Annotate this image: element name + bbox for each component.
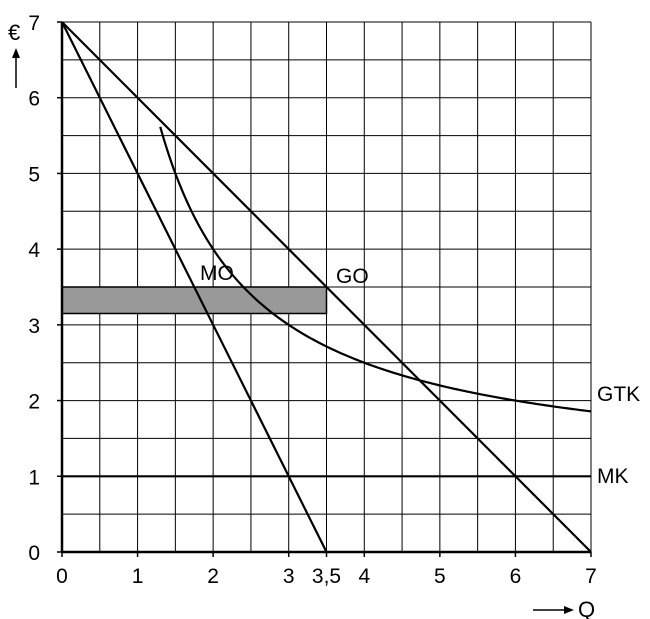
x-tick-label: 0 bbox=[56, 565, 68, 588]
y-tick-labels: 0 1 2 3 4 5 6 7 bbox=[28, 12, 40, 565]
x-axis-label: Q bbox=[578, 597, 595, 619]
y-tick-label: 3 bbox=[28, 315, 40, 338]
series-gtk-line bbox=[159, 126, 592, 413]
y-tick-label: 5 bbox=[28, 163, 40, 186]
y-tick-label: 1 bbox=[28, 466, 40, 489]
gtk-label: GTK bbox=[597, 383, 640, 406]
y-tick-label: 2 bbox=[28, 391, 40, 414]
x-tick-label: 4 bbox=[358, 565, 370, 588]
y-tick-label: 6 bbox=[28, 88, 40, 111]
y-axis-label: € bbox=[8, 20, 20, 45]
series-go-line bbox=[61, 21, 592, 553]
x-tick-label: 7 bbox=[585, 565, 597, 588]
mk-label: MK bbox=[597, 465, 629, 488]
x-tick-label: 2 bbox=[207, 565, 219, 588]
series-mo-line bbox=[61, 21, 328, 553]
go-label: GO bbox=[336, 265, 369, 288]
y-tick-label: 0 bbox=[28, 542, 40, 565]
x-tick-label: 6 bbox=[510, 565, 522, 588]
shaded-profit-area bbox=[61, 286, 328, 315]
y-tick-label: 7 bbox=[28, 12, 40, 35]
x-tick-label: 3,5 bbox=[312, 565, 341, 588]
y-axis-arrow bbox=[12, 48, 20, 88]
x-tick-label: 1 bbox=[132, 565, 144, 588]
x-tick-labels: 0 1 2 3 3,5 4 5 6 7 bbox=[56, 565, 597, 588]
y-tick-label: 4 bbox=[28, 239, 40, 262]
x-tick-label: 5 bbox=[434, 565, 446, 588]
x-tick-label: 3 bbox=[283, 565, 295, 588]
curves bbox=[61, 21, 592, 553]
mo-label: MO bbox=[200, 262, 234, 285]
x-axis-arrow bbox=[533, 606, 574, 614]
